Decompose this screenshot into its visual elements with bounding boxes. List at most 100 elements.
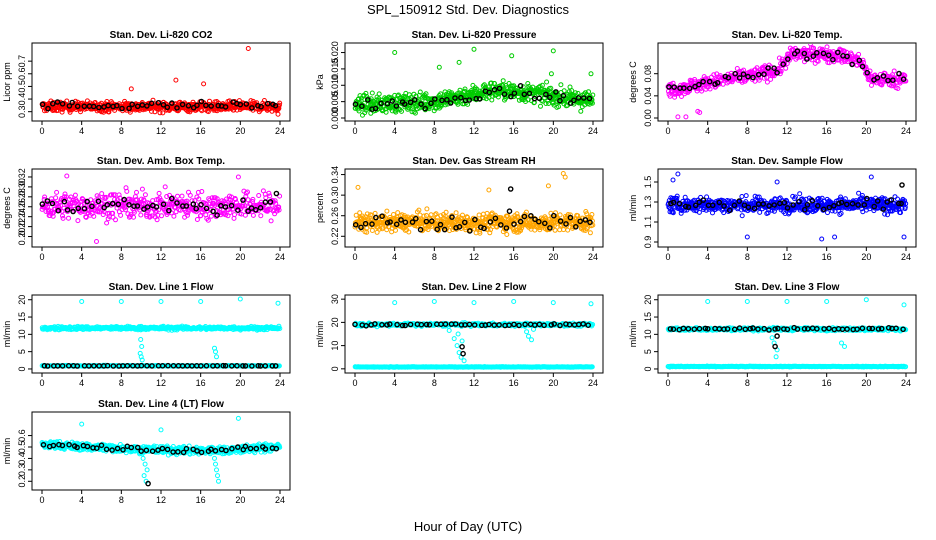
data-point bbox=[561, 88, 567, 94]
x-tick-label: 24 bbox=[275, 378, 285, 388]
plot-frame bbox=[344, 294, 604, 374]
data-point bbox=[359, 103, 365, 109]
data-point bbox=[277, 193, 283, 199]
data-point bbox=[91, 363, 97, 369]
panel-title: Stan. Dev. Li-820 Pressure bbox=[412, 30, 537, 41]
data-point bbox=[101, 204, 107, 211]
data-point bbox=[557, 97, 563, 104]
data-point bbox=[743, 193, 749, 199]
data-point bbox=[185, 210, 191, 216]
data-point bbox=[785, 56, 791, 62]
data-point bbox=[81, 103, 88, 110]
data-point bbox=[83, 214, 89, 220]
data-point bbox=[201, 81, 207, 87]
x-tick-label: 8 bbox=[745, 126, 750, 136]
data-point bbox=[395, 210, 401, 216]
data-point bbox=[401, 101, 408, 107]
data-point bbox=[896, 70, 902, 77]
data-point bbox=[676, 200, 683, 207]
data-point bbox=[556, 104, 562, 110]
data-point bbox=[61, 198, 68, 205]
data-point bbox=[861, 202, 868, 208]
data-point bbox=[68, 194, 74, 200]
data-point bbox=[671, 84, 678, 90]
x-tick-label: 20 bbox=[861, 126, 871, 136]
data-point bbox=[706, 78, 713, 85]
data-point bbox=[874, 75, 881, 81]
data-point bbox=[578, 108, 584, 114]
data-point bbox=[243, 101, 250, 107]
data-point bbox=[885, 77, 891, 84]
data-point bbox=[264, 100, 271, 107]
data-point bbox=[138, 354, 144, 360]
y-tick-label: 0.30 bbox=[17, 178, 27, 196]
data-point bbox=[781, 199, 788, 206]
data-point bbox=[829, 208, 835, 214]
data-point bbox=[899, 182, 905, 188]
data-point bbox=[129, 101, 135, 108]
data-point bbox=[590, 222, 596, 228]
data-point bbox=[128, 86, 134, 92]
data-point bbox=[237, 101, 244, 108]
data-point bbox=[760, 201, 767, 207]
data-point bbox=[160, 102, 167, 108]
data-point bbox=[583, 209, 589, 214]
data-point bbox=[198, 363, 204, 369]
data-point bbox=[245, 197, 251, 203]
data-point bbox=[516, 97, 522, 103]
data-point bbox=[864, 69, 871, 76]
data-point bbox=[707, 86, 713, 92]
data-point bbox=[124, 188, 130, 194]
data-point bbox=[562, 174, 568, 180]
data-point bbox=[374, 229, 380, 235]
data-point bbox=[447, 100, 454, 106]
data-point bbox=[389, 98, 396, 104]
y-tick-label: 10 bbox=[330, 341, 340, 351]
data-point bbox=[869, 82, 874, 88]
data-point bbox=[898, 200, 904, 207]
data-point bbox=[199, 189, 205, 194]
data-point bbox=[460, 212, 465, 218]
data-point bbox=[880, 73, 887, 79]
data-point bbox=[50, 100, 56, 107]
data-point bbox=[134, 189, 139, 195]
data-point bbox=[471, 46, 477, 52]
data-point bbox=[477, 230, 483, 236]
data-point bbox=[232, 212, 237, 218]
data-point bbox=[250, 196, 256, 202]
data-point bbox=[164, 104, 171, 111]
data-point bbox=[121, 196, 127, 203]
data-point bbox=[525, 81, 531, 86]
y-tick-label: 0.04 bbox=[643, 87, 653, 105]
data-point bbox=[59, 363, 66, 369]
data-point bbox=[144, 103, 150, 109]
data-point bbox=[783, 65, 789, 71]
data-point bbox=[250, 212, 256, 218]
data-point bbox=[369, 90, 375, 96]
data-point bbox=[798, 54, 803, 60]
data-point bbox=[414, 106, 420, 112]
data-point bbox=[751, 205, 758, 212]
data-point bbox=[379, 213, 385, 219]
x-tick-label: 16 bbox=[196, 378, 206, 388]
data-point bbox=[198, 98, 205, 105]
data-point bbox=[455, 101, 461, 107]
data-point bbox=[762, 64, 768, 70]
y-tick-label: 0.26 bbox=[330, 207, 340, 225]
data-point bbox=[166, 205, 172, 211]
data-point bbox=[470, 82, 476, 88]
data-point bbox=[696, 81, 702, 88]
data-point bbox=[174, 200, 180, 206]
y-tick-label: 0.30 bbox=[330, 186, 340, 204]
data-point bbox=[575, 95, 582, 101]
data-point bbox=[240, 197, 246, 203]
data-point bbox=[75, 218, 81, 224]
data-point bbox=[506, 208, 513, 214]
data-point bbox=[233, 197, 238, 202]
data-point bbox=[126, 105, 132, 112]
data-point bbox=[700, 197, 707, 203]
data-point bbox=[771, 202, 778, 208]
data-point bbox=[54, 189, 60, 195]
data-point bbox=[548, 85, 554, 91]
